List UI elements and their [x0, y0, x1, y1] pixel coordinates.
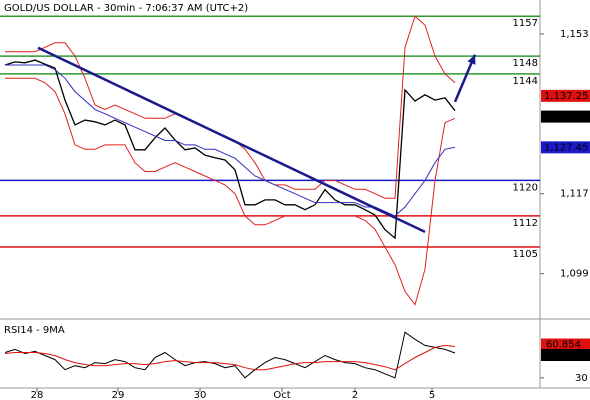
price-tag-label: 1,137.25 — [544, 91, 589, 102]
price-tag — [541, 110, 590, 123]
x-tick-label: 28 — [31, 390, 44, 400]
arrow-head — [467, 54, 476, 65]
trend-line — [37, 46, 426, 234]
price-tag — [541, 89, 590, 102]
x-tick-label: 2 — [352, 390, 358, 400]
x-tick-label: 5 — [429, 390, 435, 400]
level-label: 1157 — [513, 18, 538, 29]
x-tick-label: Oct — [273, 390, 290, 400]
y-tick-label: 1,117 — [560, 189, 589, 200]
level-label: 1112 — [513, 218, 538, 229]
rsi-series — [4, 331, 456, 379]
rsi-tick-label: 30 — [575, 373, 588, 384]
price-series — [4, 59, 456, 240]
price-tag-label: 1,135.73 — [544, 112, 589, 123]
x-tick-label: 30 — [194, 390, 207, 400]
chart-title: GOLD/US DOLLAR - 30min - 7:06:37 AM (UTC… — [4, 3, 248, 14]
rsi-tag — [541, 338, 590, 351]
price-tag-label: 1,127.45 — [544, 142, 589, 153]
rsi-series — [4, 344, 456, 371]
y-tick-label: 1,099 — [560, 269, 589, 280]
x-tick-label: 29 — [112, 390, 125, 400]
level-label: 1148 — [513, 58, 538, 69]
level-label: 1120 — [513, 182, 538, 193]
rsi-tag-label: 54.4559 — [546, 350, 587, 361]
price-series — [5, 77, 456, 306]
rsi-tag — [541, 349, 590, 362]
rsi-tag-label: 60.854 — [546, 340, 581, 351]
level-label: 1105 — [513, 249, 538, 260]
y-tick-label: 1,153 — [560, 29, 589, 40]
price-tag — [541, 141, 590, 154]
rsi-title: RSI14 - 9MA — [4, 325, 65, 336]
level-label: 1144 — [513, 76, 538, 87]
